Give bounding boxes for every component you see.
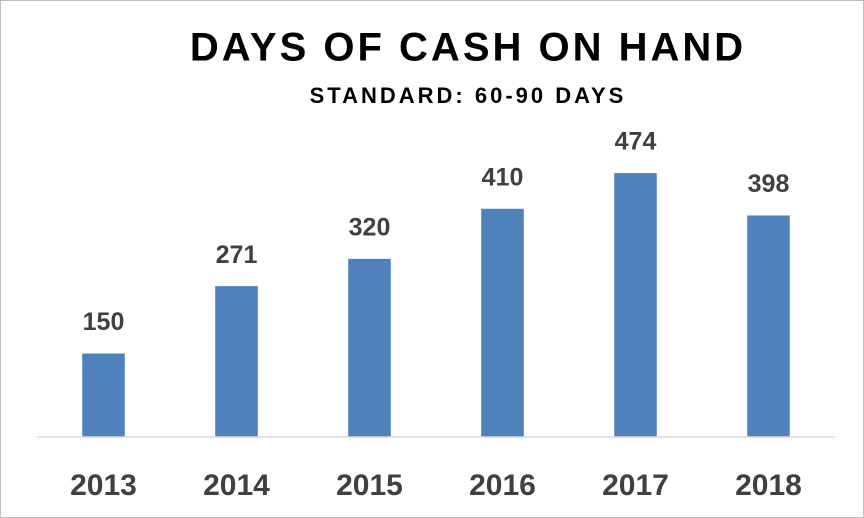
- value-label: 474: [615, 128, 657, 156]
- value-label: 410: [482, 163, 524, 191]
- value-label: 150: [83, 308, 125, 336]
- x-tick-label: 2014: [203, 469, 270, 502]
- bar: [82, 353, 125, 437]
- value-label: 398: [748, 170, 790, 198]
- value-label: 320: [349, 213, 391, 241]
- bar: [747, 215, 790, 437]
- bar: [614, 173, 657, 437]
- x-tick-label: 2018: [735, 469, 802, 502]
- bar: [481, 208, 524, 437]
- x-tick-label: 2013: [70, 469, 137, 502]
- chart-title: DAYS OF CASH ON HAND: [190, 26, 746, 70]
- x-tick-label: 2015: [336, 469, 403, 502]
- value-label: 271: [216, 241, 258, 269]
- bar: [215, 286, 258, 437]
- x-tick-label: 2017: [602, 469, 669, 502]
- bar: [348, 258, 391, 437]
- x-tick-label: 2016: [469, 469, 536, 502]
- chart-subtitle: STANDARD: 60-90 DAYS: [310, 83, 627, 108]
